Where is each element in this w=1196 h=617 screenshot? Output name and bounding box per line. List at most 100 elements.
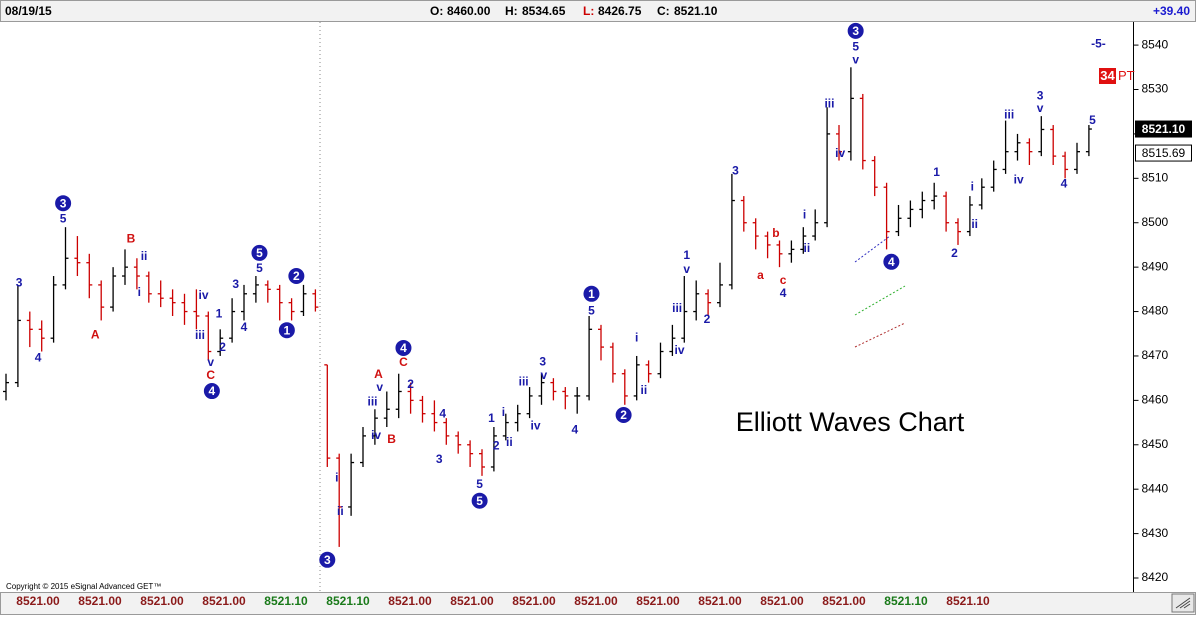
wave-label: 2 xyxy=(704,312,711,326)
wave-label: iii xyxy=(672,301,682,315)
price-tag xyxy=(1135,120,1192,138)
wave-label: -5- xyxy=(1091,36,1106,50)
wave-label: iv xyxy=(371,428,381,442)
wave-label: iii xyxy=(519,374,529,388)
wave-label: 5 xyxy=(1089,113,1096,127)
price-tag-label: 8515.69 xyxy=(1142,146,1186,160)
wave-label: 3 xyxy=(436,452,443,466)
wave-label: C xyxy=(206,368,215,382)
wave-circle xyxy=(278,322,295,339)
wave-label: C xyxy=(399,355,408,369)
wave-label: 3 xyxy=(16,275,23,289)
wave-label: iii xyxy=(824,96,834,110)
wave-label: 3 xyxy=(852,24,859,38)
price-tag-label: 8521.10 xyxy=(1142,122,1186,136)
wave-label: 5 xyxy=(256,261,263,275)
y-tick-label: 8420 xyxy=(1142,570,1169,584)
footer-value: 8521.00 xyxy=(388,594,432,608)
wave-label: v xyxy=(852,52,859,66)
wave-label: ii xyxy=(804,241,811,255)
footer-value: 8521.00 xyxy=(512,594,556,608)
y-tick-label: 8490 xyxy=(1142,259,1169,273)
wave-label: i xyxy=(335,470,338,484)
footer-value: 8521.00 xyxy=(450,594,494,608)
wave-label: 4 xyxy=(1061,176,1068,190)
wave-label: a xyxy=(757,268,764,282)
wave-label: 2 xyxy=(407,377,414,391)
wave-label: 4 xyxy=(400,341,407,355)
ohlc-key: C: xyxy=(657,4,670,18)
wave-circle xyxy=(288,268,305,285)
footer-value: 8521.10 xyxy=(884,594,928,608)
y-tick-label: 8510 xyxy=(1142,170,1169,184)
y-tick-label: 8460 xyxy=(1142,393,1169,407)
wave-label: iii xyxy=(195,328,205,342)
wave-label: B xyxy=(127,231,136,245)
wave-label: i xyxy=(138,285,141,299)
wave-circle xyxy=(251,244,268,261)
wave-label: i xyxy=(803,207,806,221)
wave-label: 2 xyxy=(951,246,958,260)
price-tag xyxy=(1135,144,1192,162)
ohlc-key: L: xyxy=(583,4,594,18)
y-tick-label: 8450 xyxy=(1142,437,1169,451)
wave-label: A xyxy=(91,327,100,341)
wave-label: iv xyxy=(199,288,209,302)
wave-label: 4 xyxy=(571,422,578,436)
pt-unit: PT xyxy=(1118,68,1135,83)
header-date: 08/19/15 xyxy=(5,4,52,18)
wave-label: b xyxy=(772,226,779,240)
wave-label: 2 xyxy=(219,340,226,354)
wave-label: 4 xyxy=(35,350,42,364)
wave-label: ii xyxy=(506,435,513,449)
wave-label: ii xyxy=(141,249,148,263)
fan-blue xyxy=(854,235,891,263)
footer-value: 8521.00 xyxy=(16,594,60,608)
wave-label: 4 xyxy=(780,286,787,300)
wave-circle xyxy=(203,383,220,400)
footer-value: 8521.00 xyxy=(140,594,184,608)
wave-label: 1 xyxy=(683,248,690,262)
wave-label: v xyxy=(1037,101,1044,115)
wave-label: 5 xyxy=(476,477,483,491)
wave-circle xyxy=(615,407,632,424)
y-tick-label: 8480 xyxy=(1142,304,1169,318)
wave-circle xyxy=(395,339,412,356)
wave-label: 3 xyxy=(324,553,331,567)
y-tick-label: 8430 xyxy=(1142,526,1169,540)
wave-label: 1 xyxy=(216,306,223,320)
wave-label: iii xyxy=(1004,107,1014,121)
wave-label: 4 xyxy=(888,255,895,269)
copyright: Copyright © 2015 eSignal Advanced GET™ xyxy=(6,582,161,591)
wave-label: i xyxy=(502,405,505,419)
footer-value: 8521.00 xyxy=(574,594,618,608)
footer-value: 8521.10 xyxy=(264,594,308,608)
projection-fans xyxy=(854,235,906,348)
footer-value: 8521.00 xyxy=(760,594,804,608)
wave-label: 1 xyxy=(283,323,290,337)
wave-label: 5 xyxy=(588,303,595,317)
wave-circle xyxy=(847,22,864,39)
wave-label: 1 xyxy=(588,287,595,301)
wave-label: 3 xyxy=(1037,88,1044,102)
wave-circle xyxy=(55,195,72,212)
resize-grip xyxy=(1175,597,1191,609)
wave-label: 3 xyxy=(232,277,239,291)
footer-value: 8521.00 xyxy=(78,594,122,608)
y-tick-label: 8470 xyxy=(1142,348,1169,362)
wave-label: 4 xyxy=(439,406,446,420)
wave-label: 5 xyxy=(852,39,859,53)
wave-label: 5 xyxy=(256,246,263,260)
wave-label: i xyxy=(635,330,638,344)
pt-box xyxy=(1099,68,1116,84)
footer-value: 8521.10 xyxy=(946,594,990,608)
ohlc-key: O: xyxy=(430,4,443,18)
wave-label: A xyxy=(374,367,383,381)
wave-label: iv xyxy=(835,146,845,160)
wave-label: iv xyxy=(1014,172,1024,186)
wave-label: ii xyxy=(971,217,978,231)
chart-title: Elliott Waves Chart xyxy=(736,407,965,437)
wave-label: 5 xyxy=(60,211,67,225)
